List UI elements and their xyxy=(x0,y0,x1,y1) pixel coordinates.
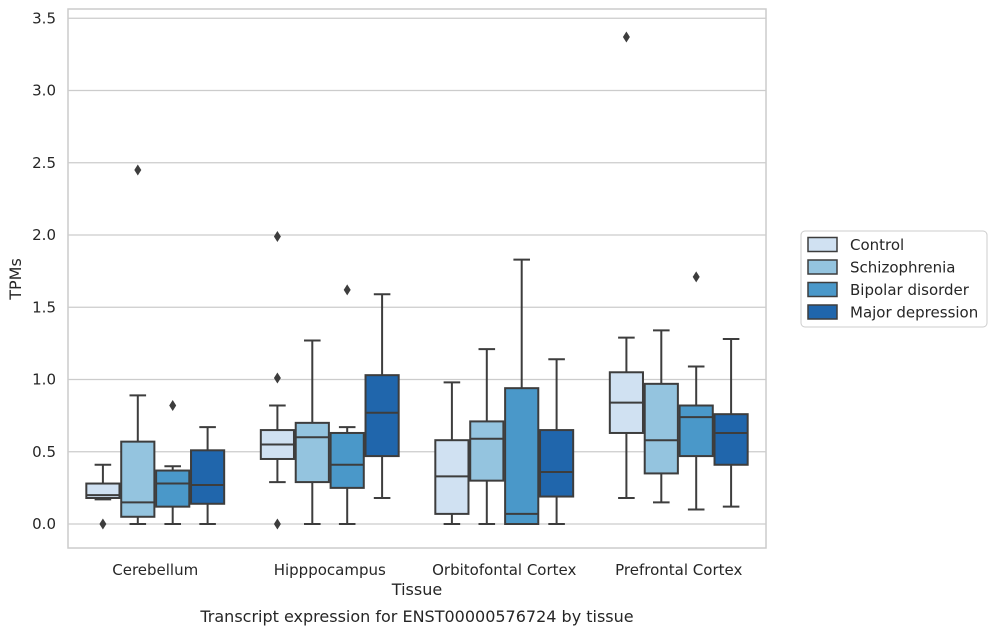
outlier-point xyxy=(622,31,630,43)
y-tick-labels: 0.0 0.5 1.0 1.5 2.0 2.5 3.0 3.5 xyxy=(32,9,56,533)
box-major-depression xyxy=(364,293,400,499)
y-tick-label: 2.5 xyxy=(32,154,56,172)
y-tick-label: 0.5 xyxy=(32,443,56,461)
box-iqr xyxy=(539,429,575,498)
legend-frame xyxy=(800,230,988,328)
y-tick-label: 1.5 xyxy=(32,298,56,316)
box-iqr xyxy=(504,387,540,526)
y-tick-label: 2.0 xyxy=(32,226,56,244)
box-schizophrenia xyxy=(294,339,330,525)
box-iqr xyxy=(469,420,505,482)
box-control xyxy=(608,31,644,499)
box-control xyxy=(259,230,295,530)
box-schizophrenia xyxy=(469,348,505,525)
box-bipolar-disorder xyxy=(155,400,191,525)
x-tick-label: Orbitofontal Cortex xyxy=(432,561,576,579)
legend-label: Major depression xyxy=(850,304,978,322)
legend-label: Control xyxy=(850,236,904,254)
box-control xyxy=(85,463,121,530)
x-tick-label: Prefrontal Cortex xyxy=(615,561,742,579)
box-iqr xyxy=(294,421,330,484)
box-iqr xyxy=(643,382,679,475)
box-control xyxy=(434,381,470,525)
x-tick-label: Cerebellum xyxy=(112,561,198,579)
box-groups xyxy=(85,31,749,530)
box-major-depression xyxy=(539,358,575,525)
legend-swatch xyxy=(807,236,838,253)
outlier-point xyxy=(692,271,700,283)
outlier-point xyxy=(169,400,177,412)
y-axis-label: TPMs xyxy=(6,258,25,301)
box-iqr xyxy=(364,374,400,458)
outlier-point xyxy=(273,230,281,242)
x-tick-labels: Cerebellum Hipppocampus Orbitofontal Corte… xyxy=(112,561,742,579)
x-tick-label: Hipppocampus xyxy=(274,561,386,579)
box-bipolar-disorder xyxy=(678,271,714,511)
box-major-depression xyxy=(713,338,749,508)
box-schizophrenia xyxy=(643,329,679,504)
legend-swatch xyxy=(807,304,838,320)
gridlines xyxy=(68,17,766,525)
chart-caption: Transcript expression for ENST0000057672… xyxy=(199,607,633,626)
box-schizophrenia xyxy=(120,164,156,525)
box-iqr xyxy=(120,440,156,518)
legend-swatch xyxy=(807,281,838,298)
outlier-point xyxy=(343,284,351,296)
box-iqr xyxy=(713,413,749,466)
box-bipolar-disorder xyxy=(504,258,540,526)
outlier-point xyxy=(134,164,142,176)
outlier-point xyxy=(273,372,281,384)
plot-frame xyxy=(67,8,767,549)
y-tick-label: 3.5 xyxy=(32,9,56,27)
box-major-depression xyxy=(190,426,226,525)
y-tick-label: 1.0 xyxy=(32,371,56,389)
legend-swatch xyxy=(807,259,838,275)
box-iqr xyxy=(155,469,191,508)
legend: Control Schizophrenia Bipolar disorder Majo… xyxy=(800,230,988,328)
y-tick-label: 3.0 xyxy=(32,82,56,100)
box-iqr xyxy=(329,431,365,489)
box-iqr xyxy=(678,404,714,458)
box-bipolar-disorder xyxy=(329,284,365,525)
legend-label: Schizophrenia xyxy=(850,259,955,277)
x-axis-label: Tissue xyxy=(391,580,442,599)
box-iqr xyxy=(190,449,226,505)
outlier-point xyxy=(99,518,107,530)
y-tick-label: 0.0 xyxy=(32,515,56,533)
legend-label: Bipolar disorder xyxy=(850,281,970,299)
outlier-point xyxy=(273,518,281,530)
